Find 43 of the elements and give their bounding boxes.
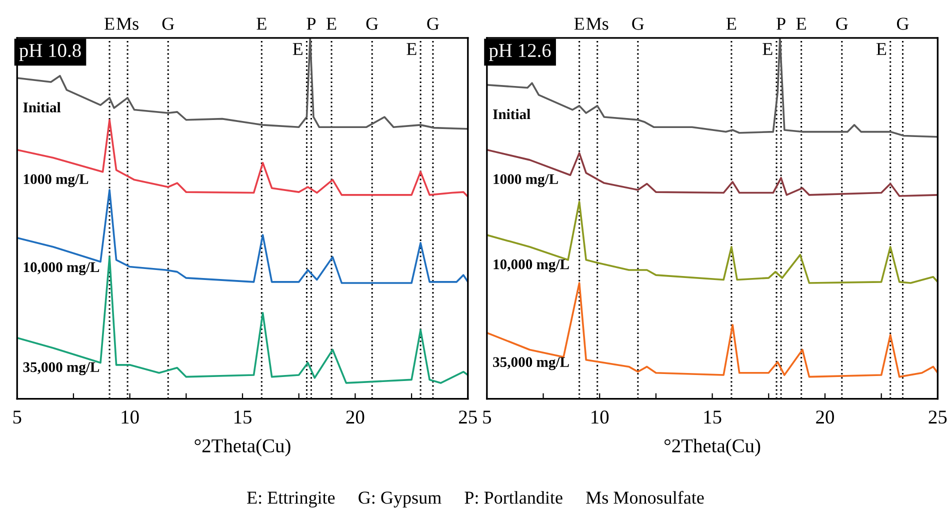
ref-line-label: Ms	[116, 18, 138, 30]
chart-title: pH 12.6	[489, 44, 551, 62]
ref-line-label: E	[292, 43, 302, 55]
x-tick-label: 10	[122, 410, 139, 424]
x-tick-label: 5	[13, 410, 22, 424]
ref-line-label: G	[366, 18, 378, 30]
chart-title: pH 10.8	[19, 44, 81, 62]
x-tick-label: 20	[816, 410, 834, 424]
ref-line-label: Ms	[586, 18, 608, 30]
x-tick-label: 10	[592, 410, 609, 424]
series-label: 1000 mg/L	[24, 174, 88, 188]
series-label: Initial	[23, 102, 61, 112]
ref-line-label: G	[632, 18, 644, 30]
x-tick-label: 25	[928, 410, 947, 424]
x-tick-label: 20	[346, 410, 364, 424]
text: E: Ettringite G: Gypsum P: Portlandite Ms Monosulfate	[247, 490, 704, 508]
ref-line-label: G	[896, 18, 909, 30]
ref-line-label: P	[306, 18, 316, 30]
series-label: 10,000 mg/L	[494, 259, 569, 272]
ref-line-label: E	[876, 43, 886, 55]
ref-line-label: E	[574, 18, 584, 30]
ref-line-label: E	[256, 18, 266, 30]
x-axis-title: °2Theta(Cu)	[664, 438, 760, 456]
x-tick-label: 15	[704, 410, 722, 424]
series-label: 1000 mg/L	[494, 174, 558, 188]
x-axis-title: °2Theta(Cu)	[194, 438, 290, 456]
x-tick-label: 15	[234, 410, 252, 424]
series-label: 35,000 mg/L	[23, 362, 100, 376]
ref-line-label: P	[776, 18, 786, 30]
ref-line-label: E	[406, 43, 416, 55]
series-label: Initial	[493, 108, 530, 120]
ref-line-label: E	[104, 18, 114, 30]
x-tick-label: 5	[483, 410, 492, 424]
ref-line-label: E	[762, 43, 772, 55]
series-label: 35,000 mg/L	[493, 357, 569, 370]
ref-line-label: E	[726, 18, 736, 30]
x-tick-label: 25	[459, 410, 477, 424]
ref-line-label: G	[162, 18, 174, 30]
ref-line-label: E	[326, 18, 336, 30]
ref-line-label: G	[836, 18, 848, 30]
series-label: 10,000 mg/L	[24, 262, 100, 276]
ref-line-label: G	[427, 18, 439, 30]
ref-line-label: E	[796, 18, 806, 30]
